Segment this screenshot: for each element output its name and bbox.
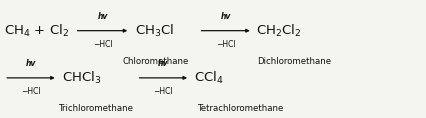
Text: Trichloromethane: Trichloromethane bbox=[58, 104, 133, 113]
Text: CH$_4$ + Cl$_2$: CH$_4$ + Cl$_2$ bbox=[4, 23, 69, 39]
Text: −HCl: −HCl bbox=[21, 87, 40, 96]
Text: −HCl: −HCl bbox=[216, 40, 235, 48]
Text: Chloromethane: Chloromethane bbox=[122, 57, 189, 66]
Text: Dichloromethane: Dichloromethane bbox=[257, 57, 331, 66]
Text: hv: hv bbox=[158, 59, 168, 68]
Text: CH$_2$Cl$_2$: CH$_2$Cl$_2$ bbox=[256, 23, 301, 39]
Text: Tetrachloromethane: Tetrachloromethane bbox=[198, 104, 284, 113]
Text: hv: hv bbox=[220, 12, 230, 21]
Text: hv: hv bbox=[97, 12, 107, 21]
Text: CH$_3$Cl: CH$_3$Cl bbox=[134, 23, 173, 39]
Text: hv: hv bbox=[26, 59, 36, 68]
Text: −HCl: −HCl bbox=[92, 40, 112, 48]
Text: CHCl$_3$: CHCl$_3$ bbox=[62, 70, 101, 86]
Text: CCl$_4$: CCl$_4$ bbox=[194, 70, 223, 86]
Text: −HCl: −HCl bbox=[153, 87, 173, 96]
